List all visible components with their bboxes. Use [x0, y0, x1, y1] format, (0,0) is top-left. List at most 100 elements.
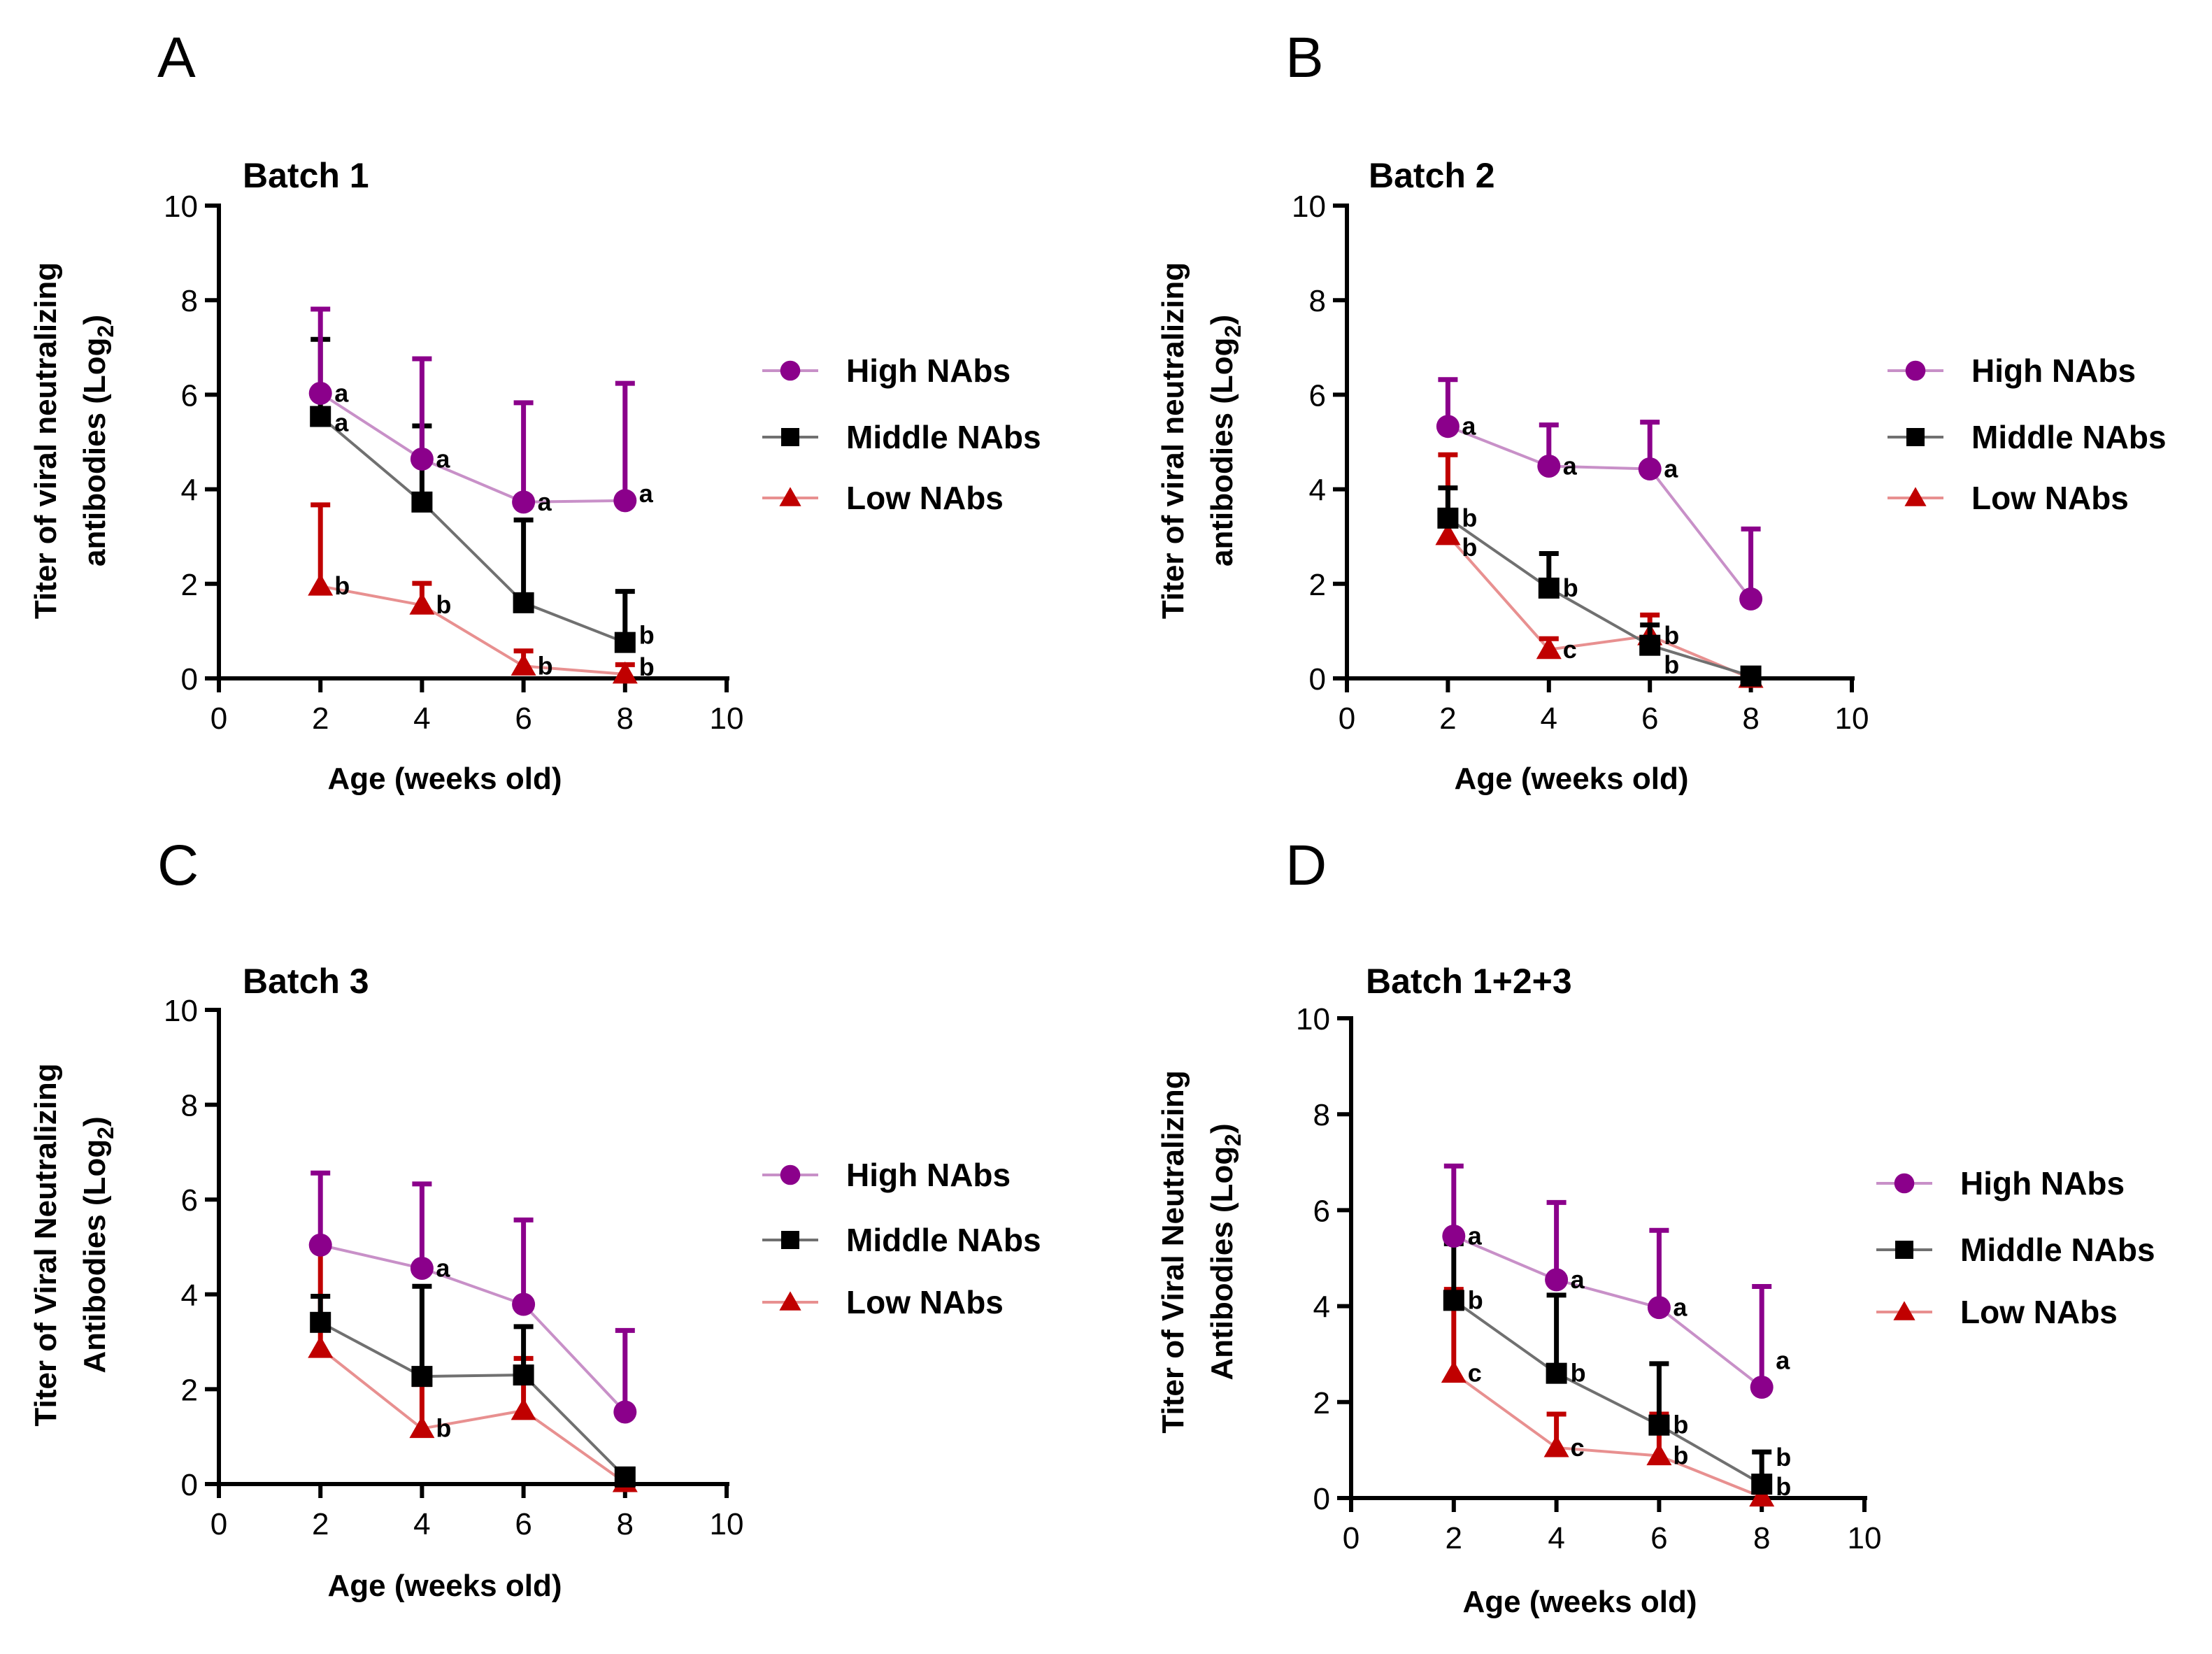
y-axis-label-close: )	[1205, 315, 1239, 325]
significance-letter: b	[436, 590, 451, 619]
x-tick-label: 0	[211, 701, 227, 736]
marker-circle	[613, 489, 637, 513]
legend-label: High NAbs	[846, 1157, 1011, 1193]
y-axis-label-subscript: 2	[93, 1127, 118, 1139]
legend-item: High NAbs	[1888, 352, 2136, 389]
legend: High NAbs Middle NAbs Low NAbs	[762, 1157, 1041, 1320]
y-axis-label-text: antibodies (Log	[78, 337, 112, 566]
series-line	[320, 1243, 627, 1413]
panel-C: C Batch 3 Titer of Viral Neutralizing Antib…	[29, 834, 1041, 1603]
y-tick-label: 0	[181, 1468, 198, 1502]
y-axis-label-line2: antibodies (Log2)	[1205, 315, 1246, 566]
marker-square	[1648, 1414, 1670, 1436]
y-tick-label: 8	[1309, 284, 1326, 318]
legend: High NAbs Middle NAbs Low NAbs	[1888, 352, 2167, 516]
marker-square	[310, 1311, 331, 1333]
marker-square	[1895, 1241, 1913, 1259]
series-line	[1453, 1299, 1763, 1485]
marker-circle	[512, 490, 536, 514]
significance-letter: c	[1563, 635, 1577, 664]
y-tick-label: 2	[181, 568, 198, 602]
y-tick-label: 8	[181, 1089, 198, 1123]
x-tick-label: 10	[710, 701, 744, 736]
y-axis-label-text: antibodies (Log	[1205, 337, 1239, 566]
legend-label: Middle NAbs	[1960, 1232, 2155, 1268]
marker-square	[1740, 665, 1762, 687]
marker-circle	[1905, 360, 1926, 381]
y-tick-label: 0	[181, 662, 198, 697]
series-line	[1447, 425, 1753, 600]
series-low-nabs	[308, 1244, 638, 1492]
series-line	[1453, 1234, 1763, 1389]
x-tick-label: 4	[1548, 1521, 1564, 1555]
marker-triangle	[511, 653, 536, 676]
marker-square	[781, 1231, 799, 1249]
panel-title: Batch 2	[1369, 156, 1495, 195]
marker-triangle	[409, 1416, 435, 1439]
marker-circle	[1436, 415, 1460, 439]
legend-item: Low NAbs	[762, 480, 1004, 516]
series-line	[319, 415, 626, 644]
legend-label: Middle NAbs	[846, 1222, 1041, 1258]
x-tick-label: 0	[1343, 1521, 1360, 1555]
marker-circle	[780, 1164, 801, 1185]
marker-circle	[1750, 1376, 1774, 1399]
series-low-nabs	[1435, 452, 1764, 688]
x-tick-label: 8	[1753, 1521, 1770, 1555]
y-tick-label: 4	[181, 473, 198, 508]
y-axis-label-text: Antibodies (Log	[78, 1139, 112, 1374]
marker-circle	[1739, 587, 1763, 611]
significance-letter: a	[1776, 1346, 1790, 1374]
series-middle-nabs	[310, 1283, 636, 1488]
y-tick-label: 6	[1313, 1194, 1330, 1228]
significance-letter: b	[1776, 1443, 1791, 1471]
series-line	[320, 392, 625, 504]
y-tick-label: 8	[1313, 1098, 1330, 1132]
x-tick-label: 0	[211, 1507, 227, 1541]
y-tick-label: 0	[1313, 1482, 1330, 1516]
marker-circle	[1537, 454, 1561, 478]
y-tick-label: 2	[1309, 568, 1326, 602]
panel-title: Batch 3	[243, 962, 369, 1001]
legend-item: Low NAbs	[762, 1284, 1004, 1320]
series-high-nabs	[1436, 377, 1763, 611]
marker-circle	[308, 1233, 332, 1257]
legend-item: Middle NAbs	[762, 419, 1041, 455]
significance-letter: b	[1571, 1359, 1586, 1388]
marker-circle	[308, 381, 332, 405]
y-tick-label: 4	[1309, 473, 1326, 508]
x-tick-label: 0	[1339, 701, 1355, 736]
panel-title: Batch 1	[243, 156, 369, 195]
y-tick-label: 8	[181, 284, 198, 318]
legend-item: High NAbs	[1876, 1165, 2125, 1202]
y-tick-label: 6	[181, 378, 198, 413]
x-tick-label: 4	[1541, 701, 1557, 736]
significance-letter: a	[334, 408, 349, 436]
panel-letter: C	[157, 834, 199, 897]
significance-letter: b	[1673, 1411, 1688, 1439]
marker-square	[614, 632, 636, 653]
significance-letter: a	[1664, 455, 1678, 483]
y-tick-label: 10	[1296, 1002, 1330, 1036]
y-axis-label-subscript: 2	[93, 325, 118, 338]
x-tick-label: 6	[1650, 1521, 1667, 1555]
legend-label: Middle NAbs	[1971, 419, 2167, 455]
significance-letter: c	[1468, 1359, 1482, 1388]
series-middle-nabs	[310, 336, 636, 653]
significance-letter: b	[1673, 1441, 1688, 1470]
y-axis-label-close: )	[1205, 1123, 1239, 1134]
y-tick-label: 4	[1313, 1290, 1330, 1325]
panel-title: Batch 1+2+3	[1366, 962, 1572, 1001]
y-axis-label-line2: antibodies (Log2)	[78, 315, 118, 566]
series-high-nabs	[308, 306, 637, 514]
x-tick-label: 10	[710, 1507, 744, 1541]
marker-triangle	[1543, 1434, 1569, 1457]
x-tick-label: 8	[617, 1507, 634, 1541]
marker-triangle	[779, 487, 801, 506]
legend-item: Middle NAbs	[762, 1222, 1041, 1258]
significance-letter: a	[1462, 412, 1476, 441]
x-axis-label: Age (weeks old)	[1455, 762, 1689, 796]
significance-letter: a	[334, 378, 349, 407]
legend-label: Middle NAbs	[846, 419, 1041, 455]
